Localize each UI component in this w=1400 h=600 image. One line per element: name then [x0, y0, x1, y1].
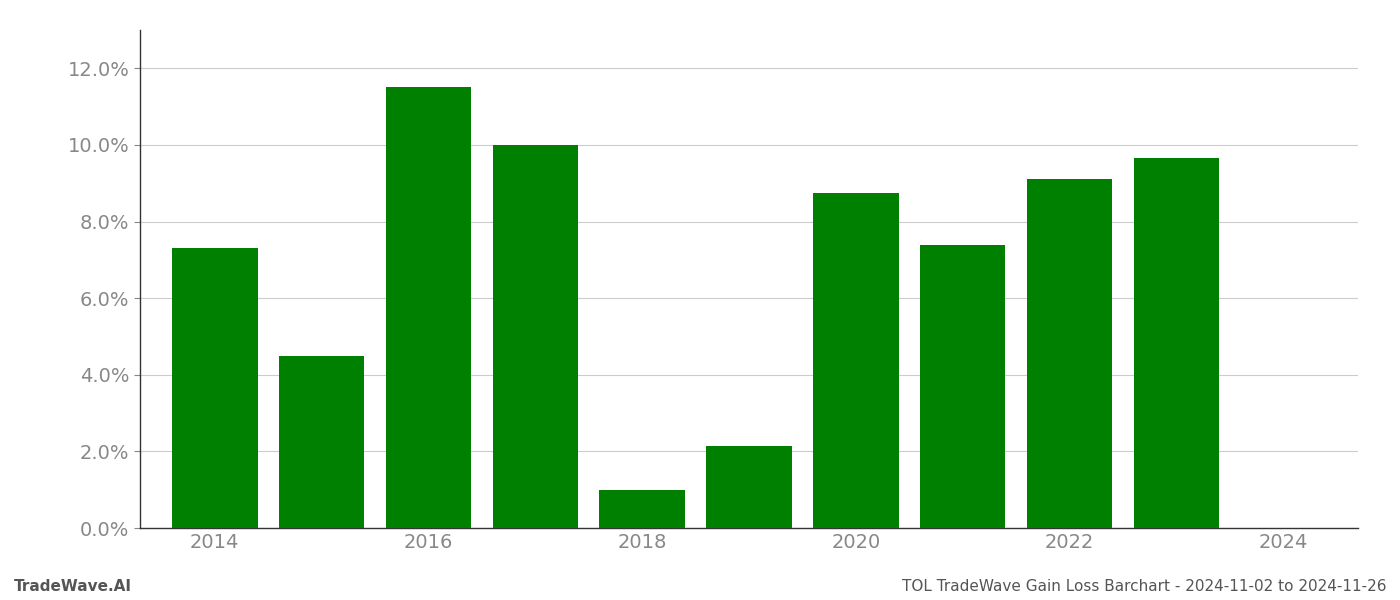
Bar [920, 245, 1005, 528]
Bar [599, 490, 685, 528]
Bar [1026, 179, 1112, 528]
Bar [279, 356, 364, 528]
Bar [386, 88, 472, 528]
Bar [706, 446, 792, 528]
Text: TOL TradeWave Gain Loss Barchart - 2024-11-02 to 2024-11-26: TOL TradeWave Gain Loss Barchart - 2024-… [902, 579, 1386, 594]
Bar [1134, 158, 1219, 528]
Bar [172, 248, 258, 528]
Bar [813, 193, 899, 528]
Bar [493, 145, 578, 528]
Text: TradeWave.AI: TradeWave.AI [14, 579, 132, 594]
